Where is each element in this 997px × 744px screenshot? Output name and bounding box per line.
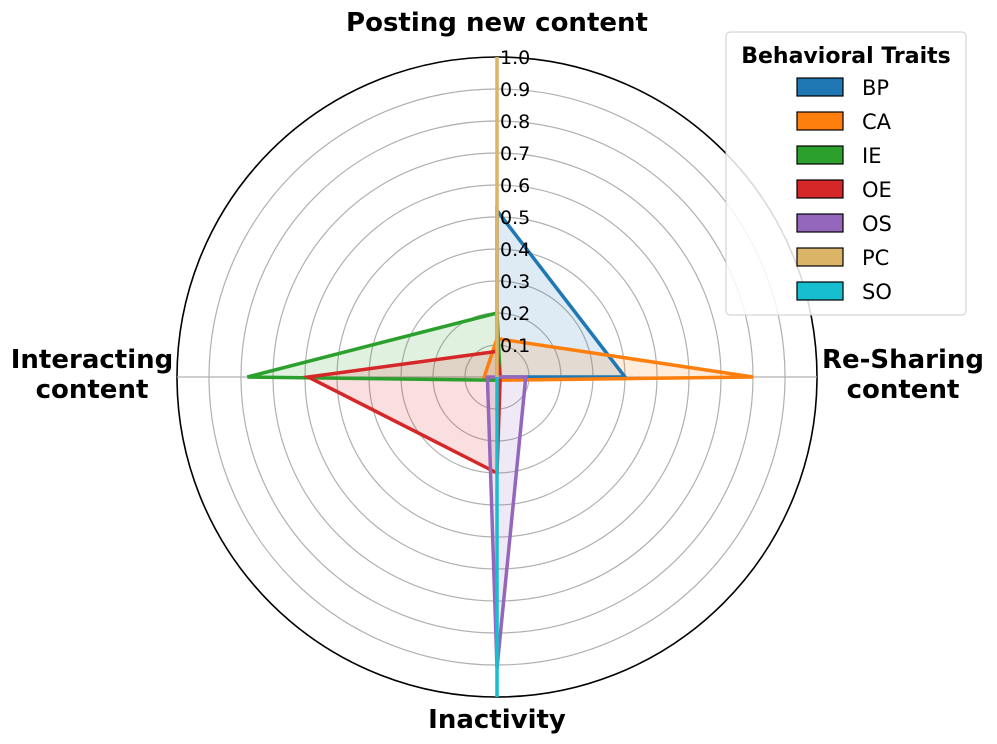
r-tick-label: 0.7 [500,143,530,165]
legend-label: IE [862,144,881,168]
axis-labels: Posting new content Re-Sharing content Inac… [11,8,984,735]
r-tick-label: 0.1 [500,335,530,357]
legend-swatch [796,281,844,301]
legend-swatch [796,179,844,199]
legend-label: PC [862,246,889,270]
legend-label: CA [862,110,892,134]
r-tick-label: 0.4 [500,239,530,261]
legend-label: OE [862,178,892,202]
legend-label: SO [862,280,892,304]
legend-swatch [796,111,844,131]
legend-swatch [796,247,844,267]
r-tick-label: 0.5 [500,207,530,229]
r-tick-label: 0.6 [500,175,530,197]
legend-title: Behavioral Traits [741,44,951,69]
r-tick-label: 1.0 [500,47,530,69]
series-fill-oe [308,351,501,473]
series-layer [246,57,754,697]
legend-swatch [796,145,844,165]
r-tick-label: 0.9 [500,79,530,101]
axis-label: Inactivity [428,705,566,735]
legend: Behavioral Traits BP CA IE OE OS PC SO [725,31,967,316]
axis-label: Interacting content [11,345,174,405]
legend-swatch [796,213,844,233]
axis-label: Re-Sharing content [822,345,984,405]
legend-label: BP [862,76,889,100]
r-tick-label: 0.3 [500,271,530,293]
series-fill-ca [484,338,753,381]
legend-frame [725,31,967,316]
r-tick-label: 0.8 [500,111,530,133]
legend-swatch [796,77,844,97]
radial-ticks: 0.1 0.2 0.3 0.4 0.5 0.6 0.7 0.8 0.9 1.0 [500,47,530,357]
axis-label: Posting new content [346,8,648,38]
legend-label: OS [862,212,892,236]
r-tick-label: 0.2 [500,303,530,325]
